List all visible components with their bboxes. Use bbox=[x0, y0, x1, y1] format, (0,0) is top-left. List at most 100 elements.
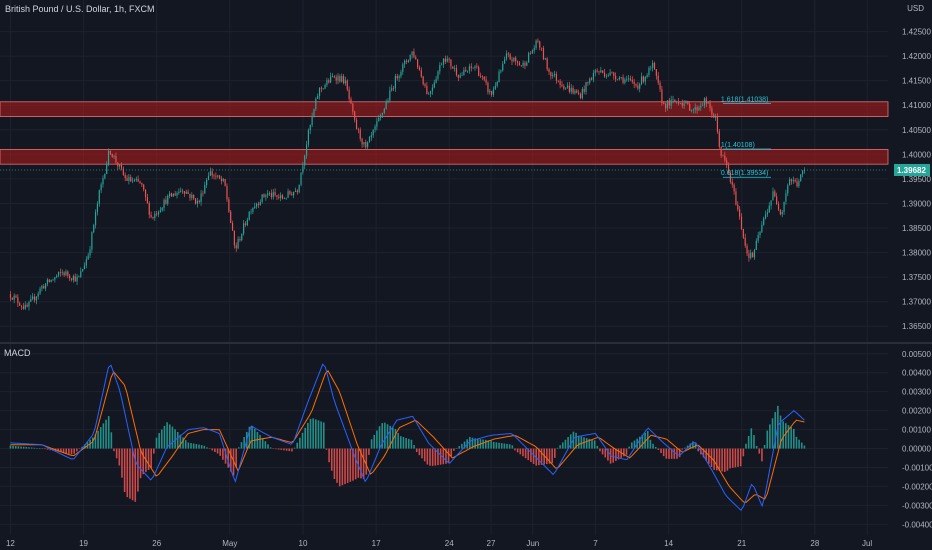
candle-body bbox=[135, 179, 137, 180]
candle-body bbox=[526, 62, 528, 66]
candle-body bbox=[237, 239, 239, 249]
macd-histogram-bar bbox=[673, 448, 676, 459]
macd-histogram-bar bbox=[301, 432, 304, 449]
candle-body bbox=[441, 64, 443, 66]
macd-histogram-bar bbox=[705, 448, 707, 461]
last-price-marker: 1.39682 bbox=[0, 163, 930, 176]
candle-body bbox=[694, 107, 696, 110]
macd-histogram-bar bbox=[142, 448, 145, 475]
macd-axis[interactable]: 0.00500 0.00400 0.00300 0.00200 0.00100 0.000… bbox=[902, 350, 932, 530]
macd-histogram-bar bbox=[625, 448, 628, 455]
macd-histogram-bar bbox=[330, 448, 333, 471]
macd-histogram-bar bbox=[214, 448, 216, 452]
candle-body bbox=[243, 223, 245, 234]
candle-body bbox=[15, 295, 17, 298]
macd-histogram-bar bbox=[243, 437, 245, 449]
candle-body bbox=[96, 203, 99, 212]
candle-body bbox=[374, 126, 376, 130]
macd-histogram-bar bbox=[500, 443, 503, 449]
candle-body bbox=[204, 185, 206, 194]
candle-body bbox=[139, 181, 141, 183]
macd-histogram-bar bbox=[484, 439, 487, 449]
candle-body bbox=[172, 193, 174, 197]
candle-body bbox=[70, 278, 73, 280]
time-axis[interactable]: 12 19 26 May 10 17 24 27 Jun 7 14 21 28 Jul bbox=[6, 539, 872, 548]
macd-histogram-bar bbox=[739, 448, 742, 467]
macd-histogram-bar bbox=[349, 448, 352, 482]
macd-histogram-bar bbox=[585, 438, 588, 449]
macd-histogram-bar bbox=[660, 448, 662, 454]
macd-histogram-bar bbox=[113, 448, 115, 452]
candle-body bbox=[687, 100, 689, 104]
candle-body bbox=[661, 89, 663, 103]
macd-histogram-bar bbox=[418, 448, 421, 456]
candle-body bbox=[82, 269, 84, 272]
macd-histogram-bar bbox=[665, 448, 668, 459]
candle-body bbox=[107, 150, 110, 165]
macd-histogram-bar bbox=[20, 446, 22, 449]
macd-histogram-bar bbox=[373, 434, 376, 449]
macd-histogram-bar bbox=[338, 448, 341, 487]
macd-histogram-bar bbox=[131, 448, 134, 501]
macd-histogram-bar bbox=[307, 422, 309, 449]
candle-body bbox=[300, 172, 302, 185]
candle-body bbox=[309, 125, 311, 131]
time-tick-label: 12 bbox=[6, 539, 15, 548]
macd-histogram-bar bbox=[174, 429, 176, 449]
candle-body bbox=[407, 60, 409, 62]
candle-body bbox=[581, 89, 583, 99]
macd-histogram-bar bbox=[166, 422, 168, 449]
candle-body bbox=[515, 57, 517, 62]
candle-body bbox=[261, 194, 263, 202]
price-axis[interactable]: 1.42500 1.42000 1.41500 1.41000 1.40500 1.400… bbox=[902, 28, 931, 332]
candle-body bbox=[685, 100, 687, 104]
macd-histogram-bar bbox=[593, 440, 596, 449]
macd-histogram-bar bbox=[787, 425, 790, 449]
macd-histogram-bar bbox=[30, 447, 33, 449]
macd-histogram-bar bbox=[346, 448, 349, 483]
candle-body bbox=[183, 191, 186, 194]
macd-histogram-bar bbox=[139, 448, 142, 479]
macd-histogram-bar bbox=[107, 416, 110, 449]
candle-body bbox=[657, 75, 659, 83]
candle-body bbox=[461, 75, 463, 76]
macd-histogram-bar bbox=[378, 426, 381, 449]
candle-body bbox=[776, 196, 778, 205]
macd-histogram-bar bbox=[734, 448, 737, 468]
candle-body bbox=[509, 54, 511, 60]
candle-body bbox=[354, 111, 356, 120]
candle-body bbox=[324, 84, 326, 89]
macd-histogram-bar bbox=[652, 443, 654, 449]
macd-histogram-bar bbox=[567, 437, 569, 449]
candle-body bbox=[50, 279, 52, 282]
candle-body bbox=[106, 164, 108, 174]
candle-body bbox=[283, 198, 285, 200]
macd-histogram-bar bbox=[81, 446, 83, 449]
price-tick-label: 1.38500 bbox=[902, 224, 931, 233]
candle-body bbox=[39, 288, 41, 294]
candle-body bbox=[376, 121, 378, 127]
signal-line bbox=[10, 369, 805, 503]
candle-body bbox=[133, 179, 136, 181]
candle-body bbox=[181, 190, 184, 192]
macd-histogram-bar bbox=[333, 448, 336, 479]
candle-body bbox=[285, 197, 287, 199]
macd-histogram-bar bbox=[721, 448, 723, 472]
candle-body bbox=[579, 94, 582, 99]
candle-body bbox=[790, 179, 793, 182]
candle-body bbox=[248, 211, 250, 220]
macd-histogram-bar bbox=[482, 439, 484, 449]
candle-body bbox=[555, 73, 558, 81]
candle-body bbox=[713, 114, 715, 118]
macd-tick-label: 0.00100 bbox=[902, 426, 931, 435]
candle-body bbox=[433, 82, 435, 88]
candle-body bbox=[368, 137, 371, 143]
candle-body bbox=[696, 107, 698, 111]
candle-body bbox=[572, 87, 574, 94]
macd-histogram-bar bbox=[198, 444, 200, 449]
candle-body bbox=[20, 305, 23, 307]
macd-histogram-bar bbox=[155, 437, 158, 449]
candle-body bbox=[559, 81, 561, 85]
price-tick-label: 1.37000 bbox=[902, 298, 931, 307]
